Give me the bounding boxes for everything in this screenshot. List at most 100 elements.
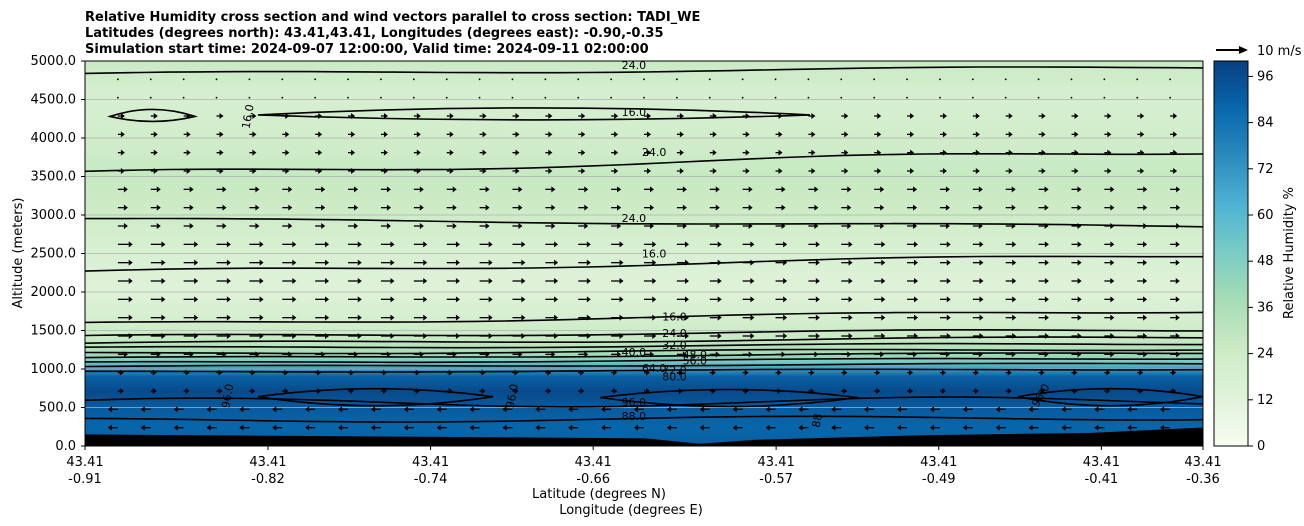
wind-vector-head bbox=[732, 406, 737, 413]
contour-line bbox=[85, 217, 1203, 228]
wind-vector-head bbox=[945, 204, 950, 211]
wind-vector-head bbox=[153, 168, 158, 174]
wind-vector-head bbox=[173, 424, 178, 431]
wind-vector-head bbox=[978, 186, 983, 193]
wind-vector-head bbox=[581, 149, 586, 156]
wind-vector-head bbox=[810, 388, 815, 394]
y-tick-label: 2500.0 bbox=[31, 247, 77, 262]
wind-vector-head bbox=[715, 223, 720, 229]
wind-vector-head bbox=[1110, 278, 1115, 284]
wind-vector-head bbox=[403, 406, 408, 413]
wind-vector-head bbox=[514, 388, 519, 394]
wind-vector bbox=[1004, 96, 1007, 99]
wind-vector-head bbox=[1041, 149, 1046, 156]
wind-vector-head bbox=[288, 186, 293, 193]
wind-vector-head bbox=[390, 241, 395, 248]
wind-vector-head bbox=[783, 241, 788, 248]
wind-vector-head bbox=[259, 314, 264, 321]
contour-line bbox=[85, 352, 1203, 359]
wind-vector-head bbox=[521, 333, 526, 339]
wind-vector-head bbox=[449, 131, 454, 138]
wind-vector-head bbox=[416, 168, 421, 174]
colorbar-ticks: 0 12 24 36 48 60 72 84 96 bbox=[1248, 69, 1274, 454]
wind-vector-head bbox=[423, 296, 428, 303]
wind-vector-head bbox=[226, 259, 231, 266]
wind-vector-head bbox=[1143, 314, 1148, 321]
wind-vector-head bbox=[186, 149, 191, 156]
wind-vector-head bbox=[156, 204, 161, 211]
wind-vector-head bbox=[781, 351, 786, 358]
wind-vector-head bbox=[581, 168, 586, 174]
wind-vector-head bbox=[848, 333, 853, 339]
wind-vector-head bbox=[485, 204, 490, 211]
wind-vector-head bbox=[619, 278, 624, 284]
wind-vector-head bbox=[161, 333, 166, 339]
contour-line bbox=[85, 415, 1203, 423]
wind-vector-head bbox=[325, 314, 330, 321]
wind-vector-head bbox=[351, 149, 356, 156]
wind-vector-head bbox=[666, 424, 671, 431]
wind-vector-head bbox=[219, 168, 224, 174]
wind-vector-head bbox=[1044, 351, 1049, 358]
wind-vector-head bbox=[1012, 314, 1017, 321]
wind-vector-head bbox=[619, 314, 624, 321]
wind-vector bbox=[873, 96, 876, 99]
colorbar-tick-label: 60 bbox=[1257, 208, 1274, 223]
wind-vector-head bbox=[318, 168, 323, 174]
wind-vector-head bbox=[699, 424, 704, 431]
wind-vector-head bbox=[357, 278, 362, 284]
wind-vector-head bbox=[652, 241, 657, 248]
wind-vector-head bbox=[946, 278, 951, 284]
x-axis-label-longitude: Longitude (degrees E) bbox=[559, 503, 703, 518]
wind-vector bbox=[248, 96, 251, 99]
wind-vector-head bbox=[897, 406, 902, 413]
wind-vector bbox=[577, 96, 580, 99]
wind-vector-head bbox=[975, 168, 980, 174]
wind-vector-head bbox=[218, 388, 223, 394]
wind-vector-head bbox=[929, 424, 934, 431]
wind-vector-head bbox=[652, 259, 657, 266]
wind-vector-head bbox=[551, 223, 556, 229]
wind-vector-head bbox=[354, 351, 359, 358]
wind-vector-head bbox=[403, 424, 408, 431]
wind-vector-head bbox=[778, 131, 783, 138]
wind-vector-head bbox=[321, 204, 326, 211]
wind-vector-head bbox=[844, 149, 849, 156]
wind-vector-head bbox=[1143, 241, 1148, 248]
wind-vector-head bbox=[847, 186, 852, 193]
wind-vector-head bbox=[946, 333, 951, 339]
wind-vector-head bbox=[684, 259, 689, 266]
wind-vector-head bbox=[351, 168, 356, 174]
wind-vector-head bbox=[748, 204, 753, 211]
wind-vector-head bbox=[864, 406, 869, 413]
colorbar: 0 12 24 36 48 60 72 84 96 Relative Humidity % bbox=[1213, 60, 1297, 454]
wind-vector-head bbox=[783, 296, 788, 303]
wind-vector-head bbox=[226, 333, 231, 339]
wind-vector bbox=[149, 78, 152, 81]
wind-vector-head bbox=[715, 186, 720, 193]
wind-vector-head bbox=[548, 149, 553, 156]
wind-vector-head bbox=[1077, 333, 1082, 339]
wind-vector bbox=[971, 78, 974, 81]
wind-vector-head bbox=[647, 168, 651, 174]
contour-line bbox=[85, 342, 1203, 349]
wind-vector-head bbox=[390, 314, 395, 321]
wind-vector-head bbox=[1139, 388, 1144, 394]
wind-vector bbox=[708, 96, 711, 99]
wind-vector-head bbox=[1041, 113, 1046, 119]
wind-vector-head bbox=[1008, 131, 1013, 138]
wind-vector-head bbox=[814, 351, 819, 358]
colorbar-tick-label: 12 bbox=[1257, 393, 1274, 408]
wind-vector-head bbox=[1110, 351, 1115, 358]
wind-vector-head bbox=[1176, 351, 1181, 358]
wind-vector-head bbox=[186, 131, 191, 138]
y-tick-label: 5000.0 bbox=[31, 54, 77, 69]
x-axis-label-latitude: Latitude (degrees N) bbox=[532, 487, 666, 502]
wind-vector-head bbox=[318, 131, 323, 138]
wind-vector-head bbox=[682, 351, 687, 358]
wind-vector-head bbox=[1127, 424, 1132, 431]
x-tick-label-lat: 43.41 bbox=[412, 455, 449, 470]
title-line-1: Relative Humidity cross section and wind… bbox=[85, 10, 700, 25]
wind-vector-head bbox=[382, 369, 387, 376]
wind-vector-head bbox=[1106, 369, 1111, 376]
